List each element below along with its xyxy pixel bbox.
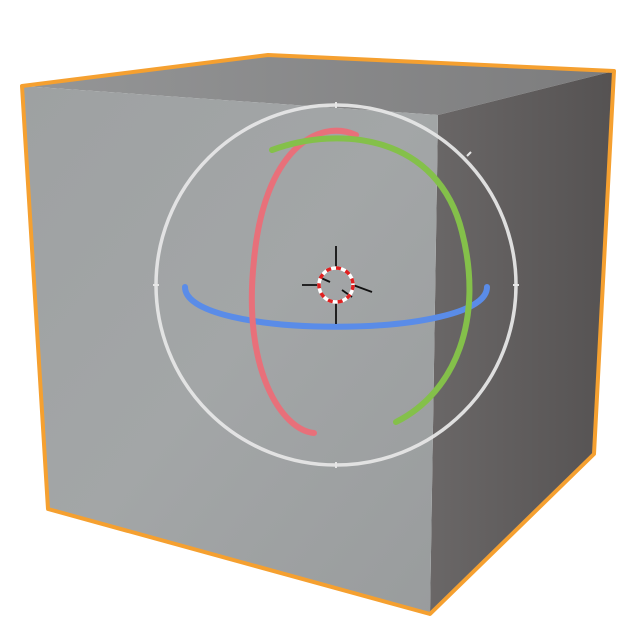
rotate-axis-y-ring[interactable] <box>269 135 473 425</box>
cube-face-top[interactable] <box>22 55 614 115</box>
cube-object[interactable] <box>20 53 616 616</box>
rotate-gizmo[interactable] <box>153 102 519 468</box>
rotate-axis-x-ring[interactable] <box>248 127 359 436</box>
3d-cursor-icon <box>302 246 373 324</box>
cube-icon <box>20 53 616 616</box>
rotate-gizmo-icon <box>153 102 519 468</box>
cube-face-front[interactable] <box>22 86 438 614</box>
3d-cursor[interactable] <box>302 246 373 324</box>
trackball-ticks <box>153 102 519 468</box>
selection-outline <box>20 53 616 616</box>
